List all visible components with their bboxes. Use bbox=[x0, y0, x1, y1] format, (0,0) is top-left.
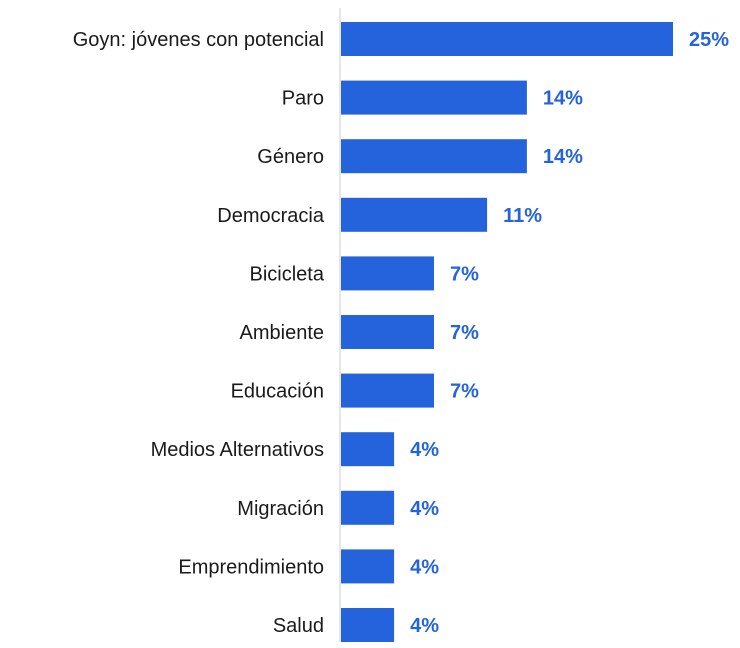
category-label: Democracia bbox=[217, 205, 325, 227]
value-label: 4% bbox=[410, 498, 439, 520]
category-label: Emprendimiento bbox=[178, 556, 324, 578]
bar bbox=[341, 432, 395, 467]
bar bbox=[341, 256, 434, 291]
bar bbox=[341, 490, 395, 525]
category-label: Goyn: jóvenes con potencial bbox=[73, 29, 324, 51]
category-label: Bicicleta bbox=[250, 263, 325, 285]
category-label: Migración bbox=[237, 498, 324, 520]
category-label: Educación bbox=[231, 381, 324, 403]
bar bbox=[341, 22, 673, 56]
category-label: Género bbox=[257, 146, 324, 168]
value-label: 7% bbox=[450, 381, 479, 403]
value-label: 4% bbox=[410, 556, 439, 578]
value-label: 4% bbox=[410, 439, 439, 461]
bar bbox=[341, 197, 488, 232]
value-label: 14% bbox=[543, 146, 583, 168]
category-label: Ambiente bbox=[240, 322, 325, 344]
bar bbox=[341, 608, 395, 642]
bar bbox=[341, 139, 527, 174]
category-labels-group: Goyn: jóvenes con potencial Paro Género Dem… bbox=[73, 29, 325, 637]
bar bbox=[341, 315, 434, 349]
bar bbox=[341, 80, 527, 115]
value-label: 25% bbox=[689, 29, 729, 51]
category-label: Medios Alternativos bbox=[151, 439, 324, 461]
value-labels-group: 25% 14% 14% 11% 7% 7% 7% 4% 4% 4% 4% bbox=[410, 29, 729, 637]
bar bbox=[341, 373, 434, 408]
bar bbox=[341, 549, 395, 584]
value-label: 7% bbox=[450, 322, 479, 344]
value-label: 14% bbox=[543, 88, 583, 110]
value-label: 7% bbox=[450, 263, 479, 285]
value-label: 4% bbox=[410, 615, 439, 637]
category-label: Paro bbox=[282, 88, 324, 110]
bars-group bbox=[341, 22, 673, 642]
value-label: 11% bbox=[503, 205, 542, 227]
category-label: Salud bbox=[273, 615, 324, 637]
